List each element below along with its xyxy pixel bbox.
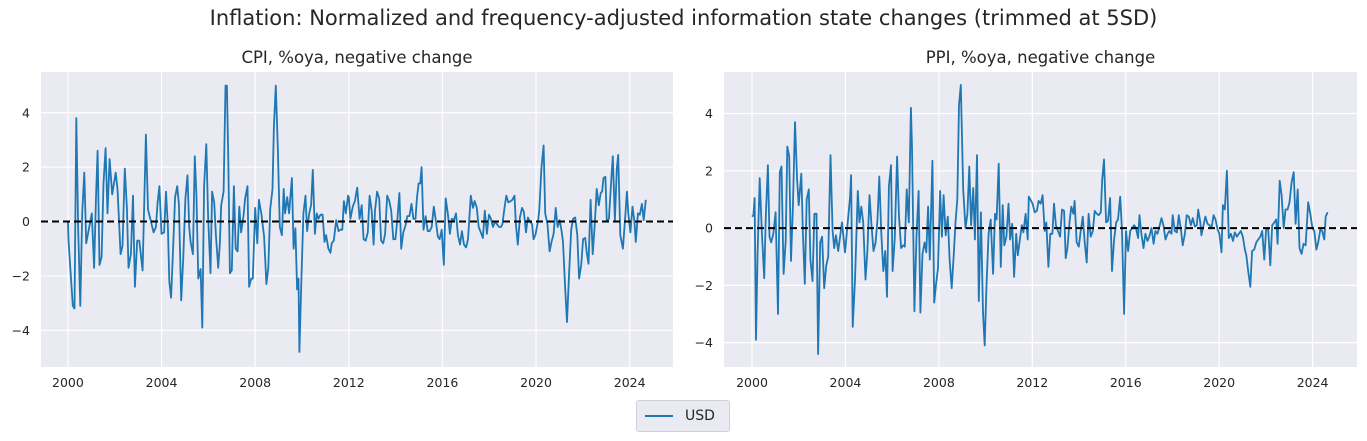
x-tick-label: 2012 (333, 375, 365, 390)
x-tick-label: 2008 (239, 375, 271, 390)
x-tick-label: 2012 (1016, 375, 1048, 390)
y-tick-label: −4 (695, 335, 713, 350)
y-tick-label: 0 (705, 221, 713, 236)
y-tick-label: 4 (705, 106, 713, 121)
y-tick-label: 0 (22, 214, 30, 229)
subplot-title: CPI, %oya, negative change (241, 48, 472, 67)
x-tick-label: 2020 (520, 375, 552, 390)
x-tick-label: 2000 (736, 375, 768, 390)
x-tick-label: 2004 (830, 375, 862, 390)
y-tick-label: 2 (22, 160, 30, 175)
legend: USD (636, 400, 730, 432)
figure-title: Inflation: Normalized and frequency-adju… (209, 6, 1158, 30)
subplot-2: 2000 2004 2008 2012 2016 2020 2024 −4 −2 0 2 4 PPI, … (695, 48, 1357, 390)
x-tick-label: 2000 (52, 375, 84, 390)
x-tick-label: 2024 (1297, 375, 1329, 390)
legend-swatch-usd (645, 415, 673, 417)
subplot-1: 2000 2004 2008 2012 2016 2020 2024 −4 −2 0 2 4 CPI, … (12, 48, 673, 390)
x-tick-label: 2020 (1203, 375, 1235, 390)
y-tick-label: 2 (705, 163, 713, 178)
x-tick-label: 2004 (146, 375, 178, 390)
y-tick-label: −2 (695, 278, 713, 293)
x-tick-label: 2008 (923, 375, 955, 390)
x-tick-label: 2024 (614, 375, 646, 390)
y-tick-label: 4 (22, 105, 30, 120)
legend-label-usd: USD (685, 408, 715, 424)
x-tick-label: 2016 (1110, 375, 1142, 390)
x-tick-label: 2016 (427, 375, 459, 390)
y-tick-label: −4 (12, 323, 30, 338)
plot-background (41, 72, 673, 367)
subplot-title: PPI, %oya, negative change (926, 48, 1156, 67)
series-line-usd (751, 84, 1329, 355)
y-tick-label: −2 (12, 268, 30, 283)
